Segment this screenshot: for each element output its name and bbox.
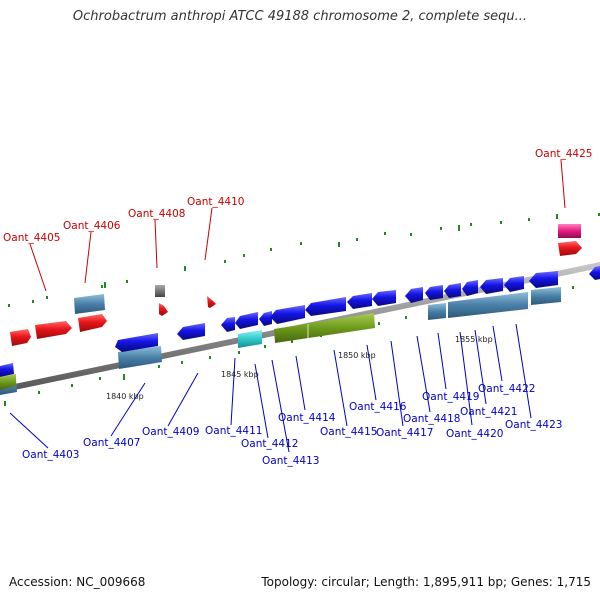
tick-label-1840: 1840 kbp <box>106 392 144 401</box>
label-oant-4412[interactable]: Oant_4412 <box>241 438 298 450</box>
gene-oant-4417[interactable] <box>372 290 396 306</box>
accession-text: Accession: NC_009668 <box>9 575 146 589</box>
bottom-gene-labels: Oant_4403 Oant_4407 Oant_4409 Oant_4411 … <box>22 383 562 467</box>
label-oant-4425[interactable]: Oant_4425 <box>535 148 592 160</box>
gene-oant-4423[interactable] <box>504 276 524 292</box>
gene-oant-4403[interactable] <box>0 363 14 377</box>
gene-oant-4419[interactable] <box>425 285 443 300</box>
gene-oant-4426[interactable] <box>589 266 600 280</box>
gene-oant-4405[interactable] <box>35 321 72 339</box>
gene-oant-4413[interactable] <box>259 311 272 326</box>
outer-dotted-track <box>8 213 600 307</box>
tick-label-1845: 1845 kbp <box>221 370 259 379</box>
label-oant-4413[interactable]: Oant_4413 <box>262 455 319 467</box>
label-oant-4422[interactable]: Oant_4422 <box>478 383 535 395</box>
gene-oant-4408[interactable] <box>159 303 168 316</box>
label-oant-4408[interactable]: Oant_4408 <box>128 208 185 220</box>
gene-oant-4421[interactable] <box>462 280 478 296</box>
rna-oant-4419-block[interactable] <box>428 303 446 320</box>
label-oant-4423[interactable]: Oant_4423 <box>505 419 562 431</box>
label-oant-4407[interactable]: Oant_4407 <box>83 437 140 449</box>
rna-features <box>0 287 561 395</box>
map-title: Ochrobactrum anthropi ATCC 49188 chromos… <box>72 9 528 24</box>
gene-oant-4406[interactable] <box>78 314 107 332</box>
gene-oant-4409[interactable] <box>177 323 205 340</box>
label-oant-4411[interactable]: Oant_4411 <box>205 425 262 437</box>
gene-oant-4425[interactable] <box>558 241 582 256</box>
gene-oant-4414[interactable] <box>270 305 305 324</box>
label-oant-4420[interactable]: Oant_4420 <box>446 428 503 440</box>
label-oant-4410[interactable]: Oant_4410 <box>187 196 244 208</box>
gene-oant-4410[interactable] <box>207 296 216 308</box>
label-oant-4415[interactable]: Oant_4415 <box>320 426 377 438</box>
reverse-genes <box>0 266 600 377</box>
rna-oant-4407[interactable] <box>118 346 162 369</box>
label-oant-4409[interactable]: Oant_4409 <box>142 426 199 438</box>
feature-cyan-oant-4411[interactable] <box>238 330 262 348</box>
rna-oant-4420-block[interactable] <box>448 292 528 318</box>
feature-green-oant-4414[interactable] <box>274 313 375 343</box>
gene-oant-4415[interactable] <box>305 297 346 316</box>
genome-summary-text: Topology: circular; Length: 1,895,911 bp… <box>261 575 591 589</box>
tick-label-1855: 1855 kbp <box>455 335 493 344</box>
label-oant-4417[interactable]: Oant_4417 <box>376 427 433 439</box>
label-oant-4403[interactable]: Oant_4403 <box>22 449 79 461</box>
gene-oant-4404[interactable] <box>10 329 31 346</box>
label-oant-4405[interactable]: Oant_4405 <box>3 232 60 244</box>
rna-oant-4423-block[interactable] <box>531 287 561 305</box>
label-oant-4406[interactable]: Oant_4406 <box>63 220 121 232</box>
forward-genes <box>10 224 582 346</box>
gene-oant-4422[interactable] <box>480 278 503 294</box>
gene-oant-4425-pink[interactable] <box>558 224 581 238</box>
gene-oant-4424[interactable] <box>529 271 558 288</box>
rna-oant-4406[interactable] <box>74 294 105 314</box>
bottom-leader-lines <box>9 323 532 453</box>
gene-oant-4408-pseudo[interactable] <box>155 285 165 297</box>
gene-oant-4411[interactable] <box>221 317 235 332</box>
gene-oant-4420[interactable] <box>444 283 461 298</box>
gene-oant-4418[interactable] <box>405 287 423 303</box>
top-leader-lines <box>29 159 566 292</box>
tick-label-1850: 1850 kbp <box>338 351 376 360</box>
label-oant-4414[interactable]: Oant_4414 <box>278 412 336 424</box>
label-oant-4419[interactable]: Oant_4419 <box>422 391 479 403</box>
gene-oant-4407[interactable] <box>115 333 158 352</box>
gene-oant-4412[interactable] <box>235 312 258 329</box>
label-oant-4418[interactable]: Oant_4418 <box>403 413 460 425</box>
feature-green-oant-4403[interactable] <box>0 374 16 390</box>
label-oant-4421[interactable]: Oant_4421 <box>460 406 517 418</box>
top-gene-labels: Oant_4405 Oant_4406 Oant_4408 Oant_4410 … <box>3 148 592 244</box>
label-oant-4416[interactable]: Oant_4416 <box>349 401 407 413</box>
gene-oant-4416[interactable] <box>347 293 372 309</box>
